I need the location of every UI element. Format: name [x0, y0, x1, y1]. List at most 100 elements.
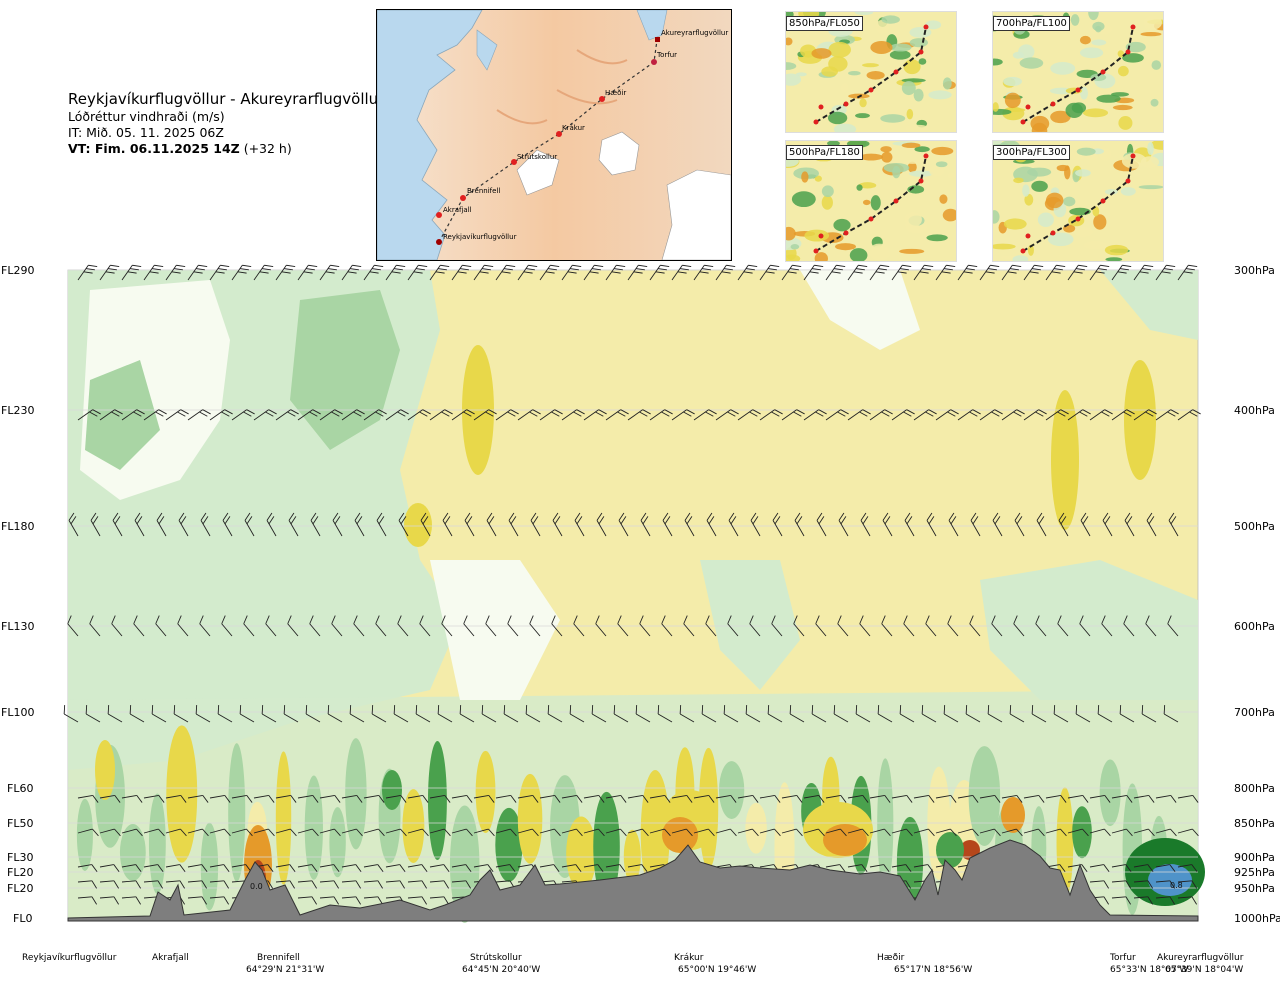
mini-map-station [923, 24, 929, 30]
wind-barb [1168, 512, 1179, 537]
velocity-band [76, 798, 93, 871]
velocity-band [593, 791, 620, 902]
mini-map-field [889, 50, 911, 60]
mini-map-field [1031, 180, 1048, 192]
wind-barb [561, 409, 585, 421]
wind-barb [539, 409, 563, 421]
mini-map-station [893, 69, 899, 75]
wind-barb [297, 864, 318, 873]
wind-barb [363, 880, 384, 889]
wind-barb [165, 864, 186, 873]
wind-barb [420, 512, 431, 537]
wind-barb [957, 828, 979, 837]
wind-barb [869, 794, 891, 803]
wind-barb [913, 409, 937, 421]
map-label-krakur: Krákur [562, 124, 585, 132]
wind-barb [231, 409, 255, 421]
wind-barb [253, 794, 275, 803]
wind-barb [1133, 409, 1157, 421]
mini-map-field [866, 70, 885, 80]
wind-barb [121, 864, 142, 873]
waypoint-label: Hæðir [877, 953, 905, 963]
wind-barb [1080, 512, 1091, 537]
mini-map-field [1147, 142, 1154, 155]
mini-map-field [1091, 39, 1107, 46]
mini-map-field [875, 19, 890, 34]
wind-barb [275, 264, 296, 281]
wind-barb [429, 896, 450, 905]
wind-barb [385, 264, 406, 281]
wind-barb [869, 264, 890, 281]
mini-map-field [1018, 44, 1035, 60]
mini-map-field [942, 208, 959, 222]
wind-barb [1133, 264, 1154, 281]
mini-map-field [780, 73, 802, 86]
wind-barb [415, 705, 431, 723]
wind-barb [77, 864, 98, 873]
mini-map-field [856, 184, 863, 191]
waypoint-axis: Reykjavíkurflugvöllur Akrafjall Brennifell… [22, 953, 1244, 975]
wind-barb [133, 615, 145, 637]
wind-barb [99, 264, 120, 281]
mini-map-field [1138, 185, 1164, 190]
wind-barb [693, 409, 717, 421]
wind-barb [407, 880, 428, 889]
wind-barb [649, 828, 671, 837]
wind-barb [1045, 264, 1066, 281]
wind-barb [173, 705, 189, 723]
mini-map-field [899, 248, 925, 254]
wind-barb [803, 794, 825, 803]
wind-barb [77, 794, 99, 803]
mini-map-field [1070, 14, 1080, 26]
wind-barb [473, 864, 494, 873]
mini-map-field [901, 78, 926, 83]
wind-barb [283, 705, 299, 723]
pressure-level-label: 400hPa [1234, 404, 1275, 417]
wind-barb [767, 705, 783, 723]
wind-barb [1067, 828, 1089, 837]
wind-barb [363, 794, 385, 803]
wind-barb [385, 794, 407, 803]
wind-barb [979, 264, 1000, 281]
wind-barb [789, 705, 805, 723]
wind-barb [1067, 409, 1091, 421]
route-map-graphic: Reykjavíkurflugvöllur Akrafjall Brennife… [376, 9, 732, 261]
mini-map-field [1093, 214, 1107, 230]
wind-barb [305, 705, 321, 723]
mini-map-field [835, 243, 856, 251]
wind-barb [1111, 864, 1132, 873]
wind-barb [1013, 615, 1025, 637]
mini-map-station [1075, 87, 1081, 93]
mini-map-station [813, 248, 819, 254]
wind-barb [605, 794, 627, 803]
mini-map-field [791, 191, 816, 208]
mini-map-700-label: 700hPa/FL100 [993, 16, 1070, 31]
wind-barb [209, 264, 230, 281]
wind-barb [68, 512, 79, 537]
velocity-band [495, 807, 523, 882]
mini-map-field [1003, 218, 1027, 230]
wind-barb [661, 615, 673, 637]
mini-map-field [931, 146, 954, 156]
wind-barb [1067, 794, 1089, 803]
wind-barb [547, 705, 563, 723]
wind-barb [803, 264, 824, 281]
wind-barb [99, 828, 121, 837]
wind-barb [855, 705, 871, 723]
map-label-akureyri: Akureyrarflugvöllur [661, 29, 728, 37]
wind-barb [151, 705, 167, 723]
wind-barb [1089, 409, 1113, 421]
wind-barb [1036, 512, 1047, 537]
wind-barb [1075, 705, 1091, 723]
mini-map-field [798, 39, 814, 45]
wind-barb [353, 615, 365, 637]
mini-map-field [913, 88, 924, 102]
velocity-band [275, 751, 292, 885]
wind-barb [297, 264, 318, 281]
wind-barb [187, 794, 209, 803]
waypoint-label: Krákur [674, 953, 704, 963]
wind-barb [640, 512, 651, 537]
updraft-core [95, 740, 115, 800]
wind-barb [243, 615, 255, 637]
wind-barb [1155, 880, 1176, 889]
